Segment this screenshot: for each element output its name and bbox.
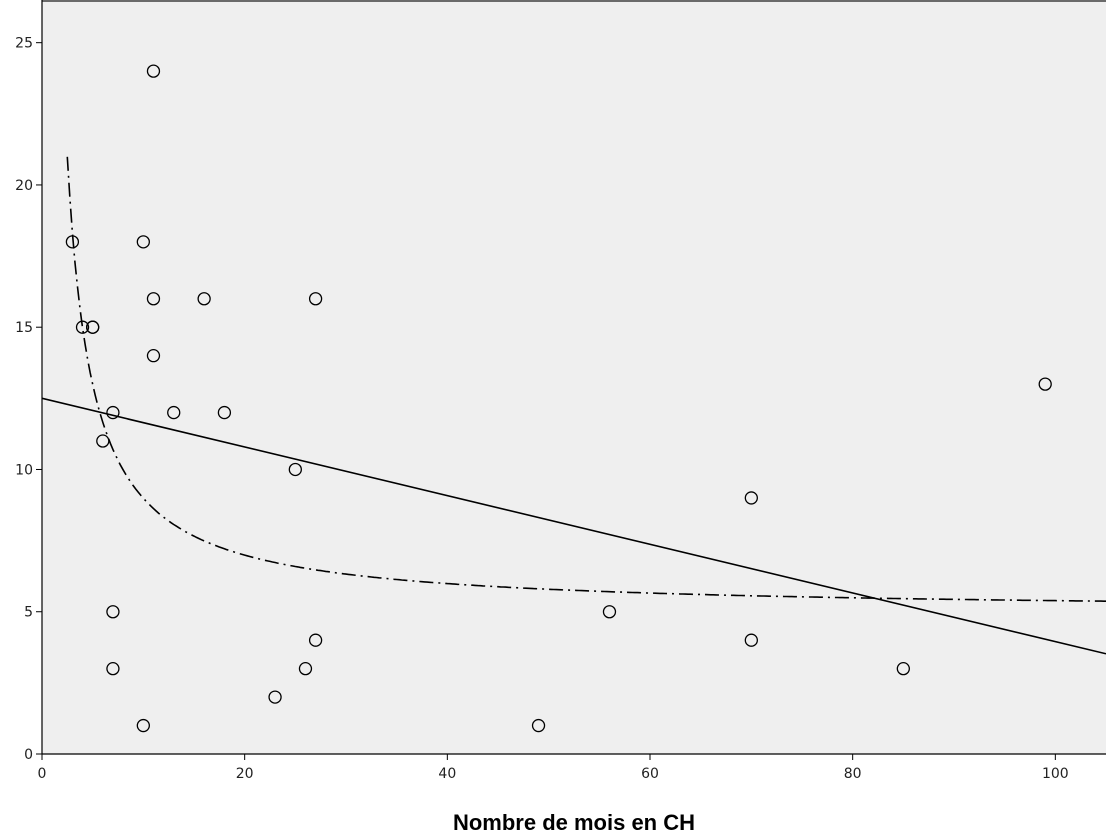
data-point (96, 434, 110, 448)
data-point (86, 320, 100, 334)
x-tick-label: 20 (236, 766, 254, 782)
data-point (288, 462, 302, 477)
data-point (308, 633, 323, 647)
x-tick-label: 40 (438, 766, 456, 782)
data-point (146, 292, 161, 306)
data-point (146, 64, 161, 78)
y-tick-label: 10 (15, 462, 33, 478)
y-tick-label: 15 (15, 320, 33, 336)
data-point (298, 661, 313, 676)
data-point (197, 292, 211, 306)
data-point (136, 718, 150, 733)
fit-lines (42, 156, 1106, 655)
x-tick-label: 100 (1042, 766, 1069, 782)
data-point (136, 235, 150, 249)
y-tick-label: 20 (15, 178, 33, 194)
y-tick-label: 0 (24, 747, 33, 763)
data-point (106, 605, 120, 619)
data-point (531, 718, 546, 733)
data-point (308, 292, 323, 306)
data-point (65, 235, 80, 249)
plot-area (42, 0, 1106, 754)
data-points (65, 64, 1052, 733)
data-point (896, 661, 910, 676)
x-tick-label: 80 (844, 766, 862, 782)
data-point (75, 320, 90, 334)
data-point (744, 491, 758, 505)
x-tick-label: 0 (38, 766, 47, 782)
data-point (106, 661, 120, 676)
data-point (167, 405, 181, 420)
data-point (1038, 377, 1052, 391)
data-point (744, 633, 758, 647)
data-point (217, 405, 232, 420)
x-tick-label: 60 (641, 766, 659, 782)
data-point (268, 690, 282, 704)
data-point (106, 405, 120, 420)
y-tick-label: 25 (15, 36, 33, 52)
data-point (146, 349, 161, 363)
x-axis-title: Nombre de mois en CH (453, 810, 695, 835)
axis-ticks: 0 20 40 60 80 100 0 5 10 15 20 25 (15, 36, 1069, 782)
y-tick-label: 5 (24, 605, 33, 621)
linear-fit-line (42, 397, 1106, 655)
inverse-fit-curve (66, 156, 1106, 602)
data-point (602, 605, 617, 619)
